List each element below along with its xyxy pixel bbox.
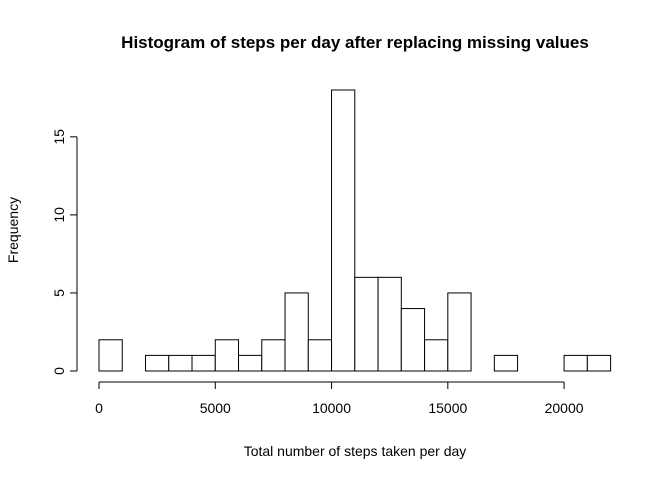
y-axis: 0 5 10 15 <box>51 129 78 375</box>
histogram-bar <box>331 89 356 372</box>
histogram-bar <box>377 276 402 372</box>
histogram-bar <box>354 276 379 372</box>
y-tick-label: 5 <box>51 289 67 297</box>
x-tick-label: 0 <box>95 400 103 416</box>
histogram-bar <box>424 339 449 372</box>
histogram-bar <box>284 292 309 372</box>
histogram-bar <box>586 354 612 372</box>
histogram-bar <box>400 308 426 372</box>
histogram-bar <box>447 292 472 372</box>
histogram-bar <box>238 354 263 372</box>
y-tick-label: 15 <box>51 129 67 145</box>
histogram-bar <box>191 354 216 372</box>
y-tick-label: 0 <box>51 367 67 375</box>
histogram-bar <box>98 339 123 372</box>
x-axis: 0 5000 10000 15000 20000 <box>95 381 584 416</box>
x-tick-label: 5000 <box>200 400 231 416</box>
histogram-bar <box>493 354 519 372</box>
histogram-bar <box>307 339 333 372</box>
chart-title: Histogram of steps per day after replaci… <box>121 33 589 52</box>
x-tick-label: 20000 <box>545 400 584 416</box>
histogram-bars <box>98 89 612 372</box>
histogram-bar <box>261 339 286 372</box>
histogram-bar <box>563 354 588 372</box>
x-axis-label: Total number of steps taken per day <box>244 443 467 459</box>
x-tick-label: 15000 <box>428 400 467 416</box>
histogram-bar <box>168 354 193 372</box>
x-tick-label: 10000 <box>312 400 351 416</box>
histogram-bar <box>145 354 170 372</box>
histogram-bar <box>214 339 240 372</box>
y-tick-label: 10 <box>51 207 67 223</box>
y-axis-label: Frequency <box>5 197 21 263</box>
